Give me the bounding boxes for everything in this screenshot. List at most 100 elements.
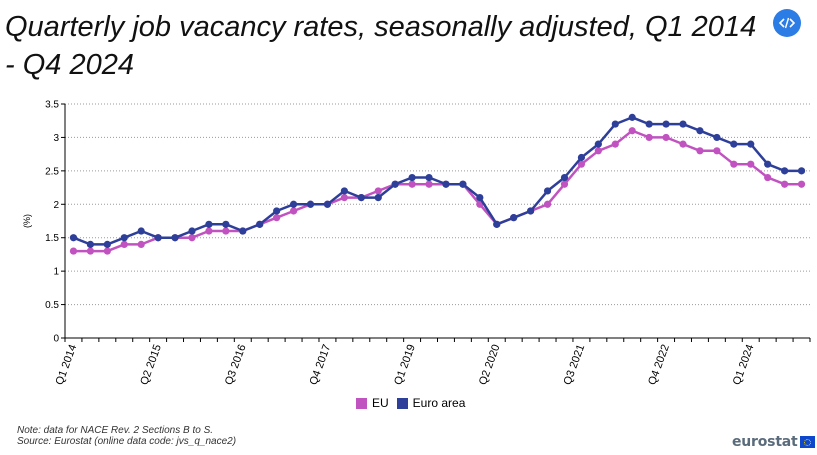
data-point-euro-area [340, 187, 348, 195]
y-tick-label: 2.5 [45, 166, 59, 177]
data-point-euro-area [645, 120, 653, 128]
data-point-euro-area [69, 234, 78, 242]
y-tick-label: 1 [53, 267, 59, 278]
data-point-euro-area [577, 153, 586, 162]
series-line-euro-area [73, 116, 802, 246]
x-tick-label: Q3 2016 [223, 343, 249, 387]
data-point-euro-area [730, 140, 738, 148]
data-point-euro-area [459, 180, 467, 188]
y-axis-label: (%) [22, 214, 32, 228]
data-point-euro-area [222, 220, 230, 228]
legend-label-euro-area: Euro area [412, 396, 466, 410]
data-point-euro-area [476, 194, 484, 202]
data-point-eu [713, 147, 721, 155]
x-tick-label: Q1 2019 [392, 343, 418, 387]
tick-labels: 0 0.5 1 1.5 2 2.5 3 3.5 (%) Q1 2014 Q2 2015 Q3 2016… [22, 100, 757, 387]
data-point-eu [730, 160, 738, 168]
data-point-euro-area [713, 133, 721, 142]
data-point-euro-area [137, 227, 145, 235]
legend-swatch-eu [356, 397, 367, 409]
embed-button[interactable] [773, 9, 801, 37]
chart-title: Quarterly job vacancy rates, seasonally … [5, 11, 757, 81]
data-point-eu [69, 247, 78, 255]
data-point-euro-area [611, 120, 619, 128]
data-point-eu [611, 140, 619, 148]
data-point-eu [120, 240, 128, 248]
data-point-euro-area [560, 173, 569, 182]
data-point-eu [408, 180, 416, 188]
data-point-eu [764, 173, 772, 182]
legend: EU Euro area [356, 396, 473, 410]
y-tick-label: 0.5 [45, 300, 59, 311]
gridlines [65, 103, 810, 306]
y-tick-label: 3.5 [45, 100, 59, 111]
data-point-euro-area [306, 200, 315, 208]
data-point-euro-area [357, 194, 365, 202]
data-point-euro-area [442, 180, 450, 188]
data-point-euro-area [594, 140, 602, 148]
data-point-euro-area [323, 200, 332, 208]
data-point-eu [797, 180, 806, 188]
data-point-euro-area [408, 173, 416, 182]
data-point-eu [137, 240, 145, 248]
data-point-euro-area [154, 234, 162, 242]
x-tick-label: Q4 2017 [308, 343, 334, 387]
legend-item-eu[interactable]: EU [356, 396, 389, 410]
data-point-euro-area [391, 180, 399, 188]
series-line-eu [73, 129, 802, 253]
data-point-euro-area [239, 227, 247, 235]
data-point-euro-area [273, 207, 281, 215]
y-tick-label: 3 [53, 133, 59, 144]
data-point-eu [188, 234, 196, 242]
data-point-euro-area [425, 173, 433, 182]
y-tick-label: 2 [53, 200, 59, 211]
data-point-euro-area [103, 240, 111, 248]
x-tick-label: Q3 2021 [562, 343, 588, 387]
data-point-eu [86, 247, 94, 255]
source-text: Source: Eurostat (online data code: jvs_… [17, 436, 237, 447]
data-point-euro-area [289, 200, 298, 208]
data-point-eu [103, 247, 111, 255]
data-point-eu [289, 207, 298, 215]
code-embed-icon [778, 17, 796, 29]
data-point-eu [340, 194, 348, 202]
x-tick-label: Q2 2015 [138, 343, 164, 387]
note-text: Note: data for NACE Rev. 2 Sections B to… [17, 425, 214, 436]
axes [61, 103, 811, 342]
data-point-euro-area [86, 240, 94, 248]
data-point-eu [560, 180, 569, 188]
eu-flag-icon [799, 436, 815, 448]
logo-text: eurostat [732, 434, 798, 450]
data-point-euro-area [374, 194, 382, 202]
data-point-euro-area [662, 120, 670, 128]
x-tick-label: Q1 2024 [731, 343, 757, 387]
legend-item-euro-area[interactable]: Euro area [396, 396, 466, 410]
x-tick-label: Q4 2022 [646, 343, 672, 387]
data-point-eu [645, 133, 653, 142]
data-point-eu [273, 214, 281, 222]
data-point-eu [425, 180, 433, 188]
data-point-euro-area [493, 220, 501, 228]
footnote: Note: data for NACE Rev. 2 Sections B to… [17, 425, 236, 447]
data-point-euro-area [256, 220, 264, 228]
data-point-eu [679, 140, 687, 148]
y-tick-label: 1.5 [45, 233, 59, 244]
data-point-euro-area [628, 113, 636, 121]
data-point-euro-area [510, 214, 518, 222]
data-point-eu [543, 200, 552, 208]
data-point-euro-area [747, 140, 755, 148]
data-point-euro-area [171, 234, 179, 242]
data-point-eu [696, 147, 704, 155]
x-tick-label: Q1 2014 [54, 343, 80, 387]
data-point-eu [662, 133, 670, 142]
data-point-euro-area [188, 227, 196, 235]
legend-swatch-euro-area [396, 397, 408, 409]
data-point-eu [577, 160, 586, 168]
eurostat-logo[interactable]: eurostat [732, 434, 815, 450]
data-point-eu [222, 227, 230, 235]
data-point-euro-area [679, 120, 687, 128]
data-point-eu [747, 160, 755, 168]
data-point-euro-area [696, 127, 704, 135]
series-lines [69, 113, 806, 255]
